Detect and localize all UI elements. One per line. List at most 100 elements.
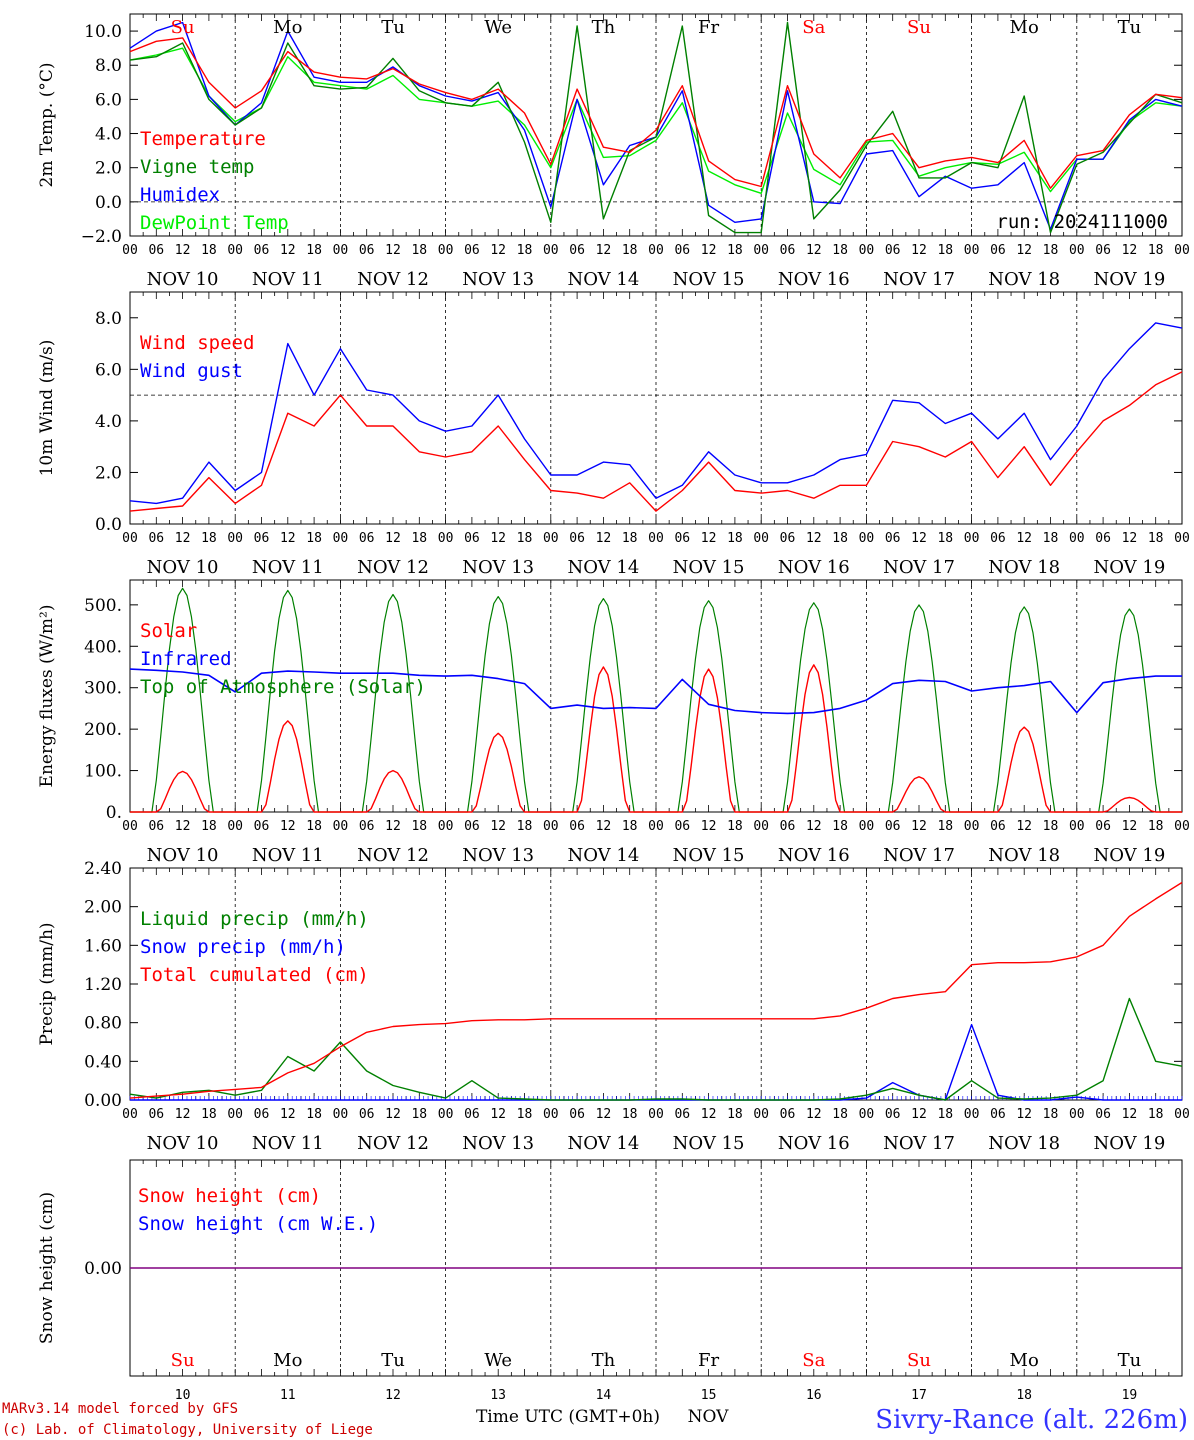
weekday-label: Tu: [1118, 17, 1142, 38]
x-hour-label: 06: [780, 531, 796, 546]
x-hour-label: 12: [911, 243, 927, 258]
x-date-label: NOV 11: [252, 1133, 324, 1154]
x-hour-label: 06: [674, 243, 690, 258]
x-hour-label: 18: [1043, 531, 1059, 546]
x-hour-label: 18: [306, 1107, 322, 1122]
weekday-label-bottom: Th: [592, 1350, 616, 1371]
y-tick-label: 500.: [84, 596, 122, 616]
x-hour-label: 06: [359, 1107, 375, 1122]
y-tick-label: 2.40: [84, 859, 122, 879]
y-axis-label: Energy fluxes (W/m²): [37, 605, 57, 788]
x-hour-label: 06: [569, 819, 585, 834]
x-hour-label: 06: [148, 243, 164, 258]
x-hour-label: 12: [911, 1107, 927, 1122]
x-hour-label: 06: [885, 243, 901, 258]
x-hour-label: 12: [701, 1107, 717, 1122]
legend-dewpoint-temp: DewPoint Temp: [140, 212, 289, 234]
x-hour-label: 18: [201, 531, 217, 546]
x-hour-label: 12: [175, 819, 191, 834]
panel-5: 0.00 Snow height (cm) Snow height (cm) Snow…: [37, 1159, 1183, 1403]
y-tick-label: 10.0: [84, 22, 122, 42]
x-hour-label: 18: [937, 1107, 953, 1122]
y-tick-label: 100.: [84, 762, 122, 782]
x-hour-label: 00: [1174, 531, 1190, 546]
x-hour-label: 12: [596, 1107, 612, 1122]
series-infrared: [129, 668, 1182, 715]
x-hour-label: 00: [543, 1107, 559, 1122]
x-hour-label: 12: [175, 243, 191, 258]
x-hour-label: 06: [148, 819, 164, 834]
weekday-label-bottom: Fr: [698, 1350, 719, 1371]
day-number: 12: [385, 1388, 401, 1403]
x-date-label: NOV 14: [567, 845, 639, 866]
x-hour-label: 06: [1095, 1107, 1111, 1122]
legend-snow-precip-mm-h-: Snow precip (mm/h): [140, 936, 346, 958]
x-date-label: NOV 16: [778, 1133, 850, 1154]
x-hour-label: 00: [438, 243, 454, 258]
y-axis-label: 2m Temp. (°C): [37, 62, 57, 187]
x-date-label: NOV 17: [883, 557, 955, 578]
x-hour-label: 18: [727, 819, 743, 834]
y-tick-label: 4.0: [95, 412, 122, 432]
x-hour-label: 00: [648, 1107, 664, 1122]
y-tick-label: 2.00: [84, 898, 122, 918]
y-axis-label: Snow height (cm): [37, 1192, 57, 1344]
legend-wind-gust: Wind gust: [140, 360, 243, 382]
weekday-label: Su: [907, 17, 931, 38]
x-hour-label: 18: [1043, 819, 1059, 834]
x-date-label: NOV 15: [673, 557, 745, 578]
x-hour-label: 00: [753, 1107, 769, 1122]
x-hour-label: 00: [333, 1107, 349, 1122]
x-date-label: NOV 11: [252, 557, 324, 578]
x-date-label: NOV 11: [252, 269, 324, 290]
x-hour-label: 06: [990, 1107, 1006, 1122]
y-tick-label: 400.: [84, 637, 122, 657]
x-hour-label: 18: [937, 531, 953, 546]
y-tick-label: 8.0: [95, 309, 122, 329]
x-hour-label: 12: [806, 243, 822, 258]
legend-temperature: Temperature: [140, 128, 266, 150]
y-tick-label: 2.0: [95, 159, 122, 179]
x-date-label: NOV 10: [147, 269, 219, 290]
day-number: 18: [1016, 1388, 1032, 1403]
x-hour-label: 06: [674, 819, 690, 834]
x-date-label: NOV 14: [567, 1133, 639, 1154]
x-hour-label: 00: [1069, 531, 1085, 546]
x-hour-label: 18: [1148, 1107, 1164, 1122]
x-hour-label: 00: [227, 819, 243, 834]
x-hour-label: 06: [990, 243, 1006, 258]
x-hour-label: 12: [1016, 243, 1032, 258]
x-date-label: NOV 19: [1093, 1133, 1165, 1154]
x-hour-label: 00: [1069, 243, 1085, 258]
x-hour-label: 00: [122, 1107, 138, 1122]
series-humidex: [129, 21, 1183, 230]
x-date-label: NOV 13: [462, 269, 534, 290]
x-hour-label: 18: [1043, 1107, 1059, 1122]
x-hour-label: 06: [254, 243, 270, 258]
x-hour-label: 12: [175, 531, 191, 546]
day-number: 10: [175, 1388, 191, 1403]
x-hour-label: 18: [727, 243, 743, 258]
x-hour-label: 12: [596, 243, 612, 258]
weekday-label: Fr: [698, 17, 719, 38]
x-hour-label: 00: [543, 531, 559, 546]
x-date-label: NOV 15: [673, 1133, 745, 1154]
x-date-label: NOV 16: [778, 269, 850, 290]
x-hour-label: 06: [254, 1107, 270, 1122]
y-tick-label: 0.00: [84, 1259, 122, 1279]
x-hour-label: 00: [859, 819, 875, 834]
x-hour-label: 06: [254, 531, 270, 546]
series-vigne-temp: [129, 21, 1183, 234]
panel-4: 0.00 0.40 0.80 1.20 1.60 2.00 2.40 Precip (mm/h…: [37, 859, 1190, 1154]
x-hour-label: 00: [1174, 243, 1190, 258]
x-hour-label: 00: [227, 1107, 243, 1122]
x-hour-label: 06: [254, 819, 270, 834]
x-hour-label: 18: [201, 1107, 217, 1122]
x-hour-label: 12: [490, 819, 506, 834]
series-snow-precip-mm-h-: [130, 1023, 1182, 1101]
x-hour-label: 00: [648, 531, 664, 546]
legend-snow-0: Snow height (cm): [138, 1185, 321, 1207]
panel-2: 0.0 2.0 4.0 6.0 8.0 10m Wind (m/s) Wind speed W…: [37, 291, 1190, 578]
weekday-label: Sa: [802, 17, 825, 38]
x-hour-label: 00: [333, 819, 349, 834]
